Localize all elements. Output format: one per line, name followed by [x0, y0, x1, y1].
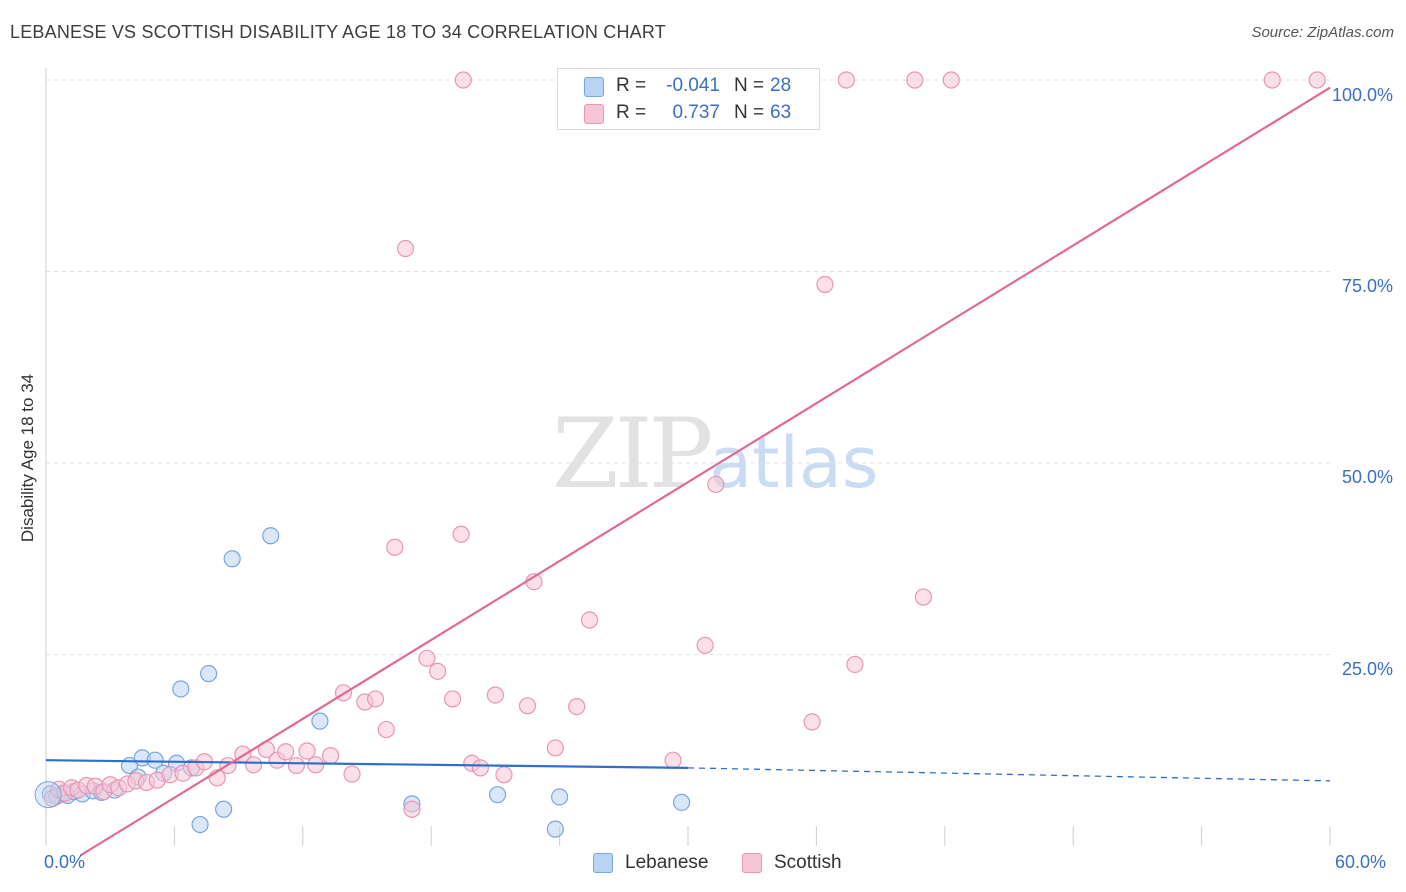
scottish-legend-label: Scottish: [774, 852, 842, 873]
lebanese-swatch: [584, 77, 604, 97]
legend-row-scottish: R = 0.737 N = 63: [558, 100, 819, 128]
lebanese-trend-extension: [687, 767, 1331, 782]
scottish-point: [846, 655, 864, 674]
scottish-point: [1263, 71, 1281, 89]
scottish-legend-swatch: [742, 853, 762, 873]
scottish-point: [707, 475, 725, 494]
scottish-point: [696, 636, 714, 654]
lebanese-legend-label: Lebanese: [625, 852, 709, 873]
x-tick-label-max: 60.0%: [1335, 852, 1387, 872]
scottish-point: [518, 697, 537, 715]
scottish-point: [664, 751, 682, 769]
lebanese-legend-swatch: [593, 853, 613, 873]
lebanese-trend-line: [45, 759, 689, 769]
watermark-zip: ZIP: [552, 398, 713, 510]
lebanese-point: [200, 665, 218, 683]
scottish-trend-line: [79, 86, 1331, 857]
scottish-point: [418, 649, 436, 667]
n-label: N =: [734, 75, 765, 96]
r-label: R =: [616, 102, 647, 123]
legend-row-lebanese: R = -0.041 N = 28: [558, 73, 819, 101]
scottish-point: [803, 713, 821, 731]
scottish-point: [452, 525, 470, 543]
scottish-point: [444, 690, 462, 708]
scottish-point: [287, 756, 305, 775]
series-legend: Lebanese Scottish: [0, 852, 1406, 876]
lebanese-point: [215, 800, 233, 818]
scottish-point: [386, 538, 404, 556]
lebanese-point: [672, 793, 691, 811]
scottish-point: [546, 739, 564, 757]
scottish-point: [403, 800, 421, 818]
scottish-point: [906, 71, 924, 89]
scottish-point: [495, 766, 513, 784]
lebanese-point: [223, 550, 241, 568]
scottish-point: [580, 611, 599, 629]
scottish-point: [343, 765, 361, 783]
x-tick-label-min: 0.0%: [44, 852, 86, 872]
lebanese-point: [172, 680, 190, 698]
r-label: R =: [616, 75, 647, 96]
scottish-point: [377, 720, 395, 739]
n-value: 63: [770, 102, 792, 123]
scottish-point: [568, 697, 586, 716]
scottish-point: [1308, 71, 1326, 89]
scottish-point: [244, 756, 263, 774]
scottish-point: [486, 686, 504, 704]
n-label: N =: [734, 102, 765, 123]
source-label: Source: ZipAtlas.com: [1251, 24, 1394, 41]
scottish-point: [816, 275, 834, 294]
r-value: -0.041: [666, 75, 720, 96]
lebanese-point: [146, 751, 164, 769]
y-axis-label: Disability Age 18 to 34: [18, 373, 37, 543]
scottish-point: [322, 747, 340, 765]
scottish-point: [366, 690, 385, 708]
lebanese-point: [546, 820, 564, 838]
scottish-point: [471, 759, 490, 777]
watermark: ZIPatlas: [552, 398, 878, 510]
scottish-swatch: [584, 104, 604, 124]
lebanese-point-cluster: [34, 781, 62, 809]
scottish-point: [307, 756, 325, 774]
r-value: 0.737: [672, 102, 720, 123]
y-tick-label-100: 100.0%: [1331, 85, 1393, 105]
scottish-point: [914, 588, 933, 606]
lebanese-point: [550, 788, 569, 806]
scottish-point: [837, 71, 855, 89]
y-tick-label-75: 75.0%: [1341, 276, 1393, 296]
n-value: 28: [770, 75, 792, 96]
scottish-point: [454, 71, 472, 89]
scottish-point: [942, 71, 960, 89]
scottish-point: [277, 743, 295, 761]
lebanese-point: [262, 527, 280, 545]
lebanese-point: [488, 786, 507, 804]
scottish-point: [396, 239, 415, 258]
y-tick-label-25: 25.0%: [1341, 659, 1393, 679]
scottish-point: [298, 742, 316, 760]
lebanese-point: [191, 815, 209, 834]
correlation-legend: R = -0.041 N = 28 R = 0.737 N = 63: [557, 68, 820, 130]
y-tick-label-50: 50.0%: [1341, 467, 1393, 487]
lebanese-point: [311, 712, 329, 730]
scottish-point: [429, 662, 447, 680]
chart-title: LEBANESE VS SCOTTISH DISABILITY AGE 18 T…: [10, 22, 666, 42]
